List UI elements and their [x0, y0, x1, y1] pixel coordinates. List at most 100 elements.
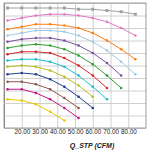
series-marker [134, 73, 137, 76]
series-marker [91, 17, 94, 20]
series-marker [20, 58, 23, 61]
plot: 20.0030.0040.0050.0060.0070.0080.00 [4, 3, 146, 135]
series-marker [63, 30, 66, 33]
series-marker [105, 9, 108, 12]
y-axis [4, 4, 146, 129]
series-marker [120, 74, 123, 77]
series-marker [20, 38, 23, 41]
x-tick-label: 30.00 [32, 128, 48, 135]
series-marker [63, 24, 66, 27]
grid-line [57, 3, 58, 128]
series-marker [35, 103, 38, 106]
series-marker [49, 13, 52, 16]
series-marker [63, 75, 66, 78]
series-marker [20, 99, 23, 102]
x-tick-label: 60.00 [85, 128, 101, 135]
series-marker [63, 57, 66, 60]
series-marker [6, 98, 9, 101]
series-marker [20, 17, 23, 20]
series-marker [63, 39, 66, 42]
series-line [8, 8, 136, 14]
series-marker [6, 65, 9, 68]
series-marker [63, 7, 66, 10]
series-marker [6, 47, 9, 50]
series-marker [91, 8, 94, 11]
series-marker [35, 92, 38, 95]
series-marker [20, 64, 23, 67]
grid-line [128, 3, 129, 128]
series-marker [6, 88, 9, 91]
series-group [6, 7, 137, 122]
series-marker [77, 27, 80, 30]
series-line [8, 66, 93, 97]
x-tick: 70.00 [103, 3, 119, 135]
series-marker [91, 85, 94, 88]
series-marker [35, 37, 38, 40]
series-marker [106, 87, 109, 90]
series-marker [77, 44, 80, 47]
series-marker [35, 50, 38, 53]
series-marker [6, 53, 9, 56]
series-marker [35, 65, 38, 68]
series-marker [6, 28, 9, 31]
series-marker [63, 97, 66, 100]
series-marker [49, 52, 52, 55]
series-marker [6, 19, 9, 22]
grid-line [40, 3, 41, 128]
series-marker [91, 95, 94, 98]
series-marker [49, 88, 52, 91]
series-marker [106, 98, 109, 101]
series-marker [49, 60, 52, 63]
series-marker [35, 73, 38, 76]
series-marker [20, 25, 23, 28]
series-marker [106, 74, 109, 77]
series-line [8, 89, 79, 118]
series-marker [20, 88, 23, 91]
plot-frame [4, 3, 146, 128]
series-marker [77, 64, 80, 67]
series-marker [91, 32, 94, 35]
series-marker [35, 14, 38, 17]
series-marker [106, 49, 109, 52]
series-marker [120, 87, 123, 90]
series-marker [134, 34, 137, 37]
x-axis-title: Q_STP (CFM) [70, 142, 115, 150]
series-marker [106, 20, 109, 23]
series-marker [120, 48, 123, 51]
series-marker [49, 44, 52, 47]
series-marker [120, 60, 123, 63]
series-marker [106, 39, 109, 42]
series-marker [134, 13, 137, 16]
series-marker [6, 7, 9, 10]
series-marker [91, 52, 94, 55]
series-marker [35, 58, 38, 61]
series-marker [49, 37, 52, 40]
series-marker [120, 27, 123, 30]
series-marker [63, 85, 66, 88]
series-marker [134, 58, 137, 61]
series-marker [63, 65, 66, 68]
series-marker [120, 10, 123, 13]
x-tick-label: 20.00 [14, 128, 30, 135]
series-marker [77, 34, 80, 37]
series-marker [6, 73, 9, 76]
series-marker [77, 117, 80, 120]
series-marker [20, 80, 23, 83]
series-marker [49, 110, 52, 113]
series-marker [49, 69, 52, 72]
series-marker [35, 83, 38, 86]
series-line [8, 24, 136, 59]
grid-line [75, 3, 76, 128]
chart: 20.0030.0040.0050.0060.0070.0080.00 Q_STP… [0, 0, 150, 150]
series-marker [77, 74, 80, 77]
series-marker [35, 43, 38, 46]
series-marker [63, 119, 66, 122]
series-marker [6, 40, 9, 43]
series-marker [63, 48, 66, 51]
series-marker [77, 107, 80, 110]
series-marker [91, 107, 94, 110]
series-marker [34, 7, 37, 10]
series-marker [6, 80, 9, 83]
series-marker [20, 7, 23, 10]
series-marker [6, 34, 9, 37]
